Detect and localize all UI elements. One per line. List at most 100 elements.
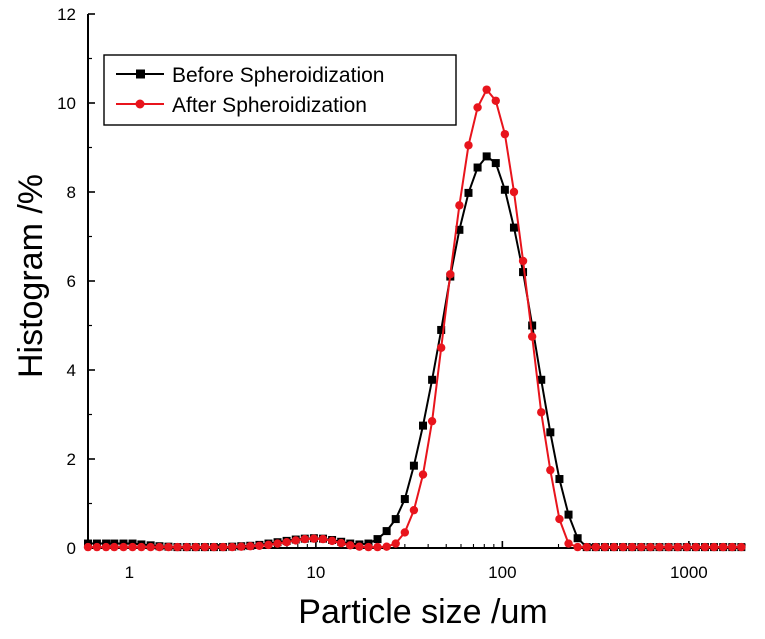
x-axis-title: Particle size /um	[298, 593, 547, 631]
data-point	[101, 542, 111, 552]
series-layer	[83, 85, 746, 552]
data-point	[546, 428, 555, 437]
legend-marker	[135, 99, 145, 109]
data-point	[437, 325, 446, 334]
data-point	[500, 129, 510, 139]
data-point	[255, 541, 264, 550]
data-point	[309, 534, 319, 543]
data-point	[119, 542, 128, 552]
x-tick-label: 1000	[670, 563, 708, 582]
data-point	[737, 542, 746, 552]
data-point	[83, 542, 93, 552]
data-point	[682, 542, 691, 552]
y-axis-title: Histogram /%	[12, 174, 50, 378]
data-point	[373, 535, 382, 544]
data-point	[464, 141, 473, 150]
data-point	[146, 542, 155, 552]
data-point	[618, 542, 628, 552]
data-point	[637, 542, 646, 552]
data-point	[191, 542, 200, 552]
legend-box	[103, 54, 457, 126]
data-point	[455, 225, 464, 234]
data-point	[491, 96, 500, 105]
data-point	[436, 343, 446, 352]
data-point	[427, 416, 437, 426]
data-point	[528, 321, 537, 330]
data-point	[582, 542, 591, 552]
data-point	[464, 188, 473, 197]
data-point	[700, 542, 710, 552]
x-tick-label: 1	[125, 563, 134, 582]
data-point	[391, 539, 400, 548]
y-tick-label: 8	[67, 183, 76, 202]
series-2	[83, 85, 746, 552]
data-point	[237, 542, 246, 551]
data-point	[555, 514, 564, 524]
legend-label: After Spheroidization	[172, 94, 367, 117]
data-point	[573, 534, 582, 543]
data-point	[291, 536, 300, 545]
data-point	[382, 527, 391, 536]
data-point	[555, 475, 564, 484]
y-tick-label: 10	[57, 94, 76, 113]
data-point	[164, 542, 173, 552]
data-point	[473, 103, 482, 112]
data-point	[573, 542, 582, 552]
data-point	[509, 223, 518, 232]
data-point	[728, 542, 737, 552]
data-point	[537, 375, 546, 384]
data-point	[327, 536, 337, 546]
data-point	[500, 185, 509, 194]
data-point	[400, 528, 410, 537]
data-point	[428, 375, 437, 384]
y-tick-label: 0	[67, 539, 76, 558]
data-point	[128, 542, 137, 552]
data-point	[482, 85, 491, 94]
data-point	[182, 542, 191, 552]
legend: Before Spheroidization After Spheroidizat…	[103, 54, 457, 126]
data-point	[364, 542, 373, 552]
data-point	[318, 534, 328, 544]
data-point	[137, 542, 146, 552]
data-point	[300, 534, 309, 544]
y-tick-label: 2	[67, 450, 76, 469]
data-point	[491, 159, 500, 168]
data-point	[228, 542, 237, 552]
data-point	[173, 542, 182, 552]
data-point	[564, 539, 573, 548]
data-point	[400, 495, 409, 504]
data-point	[646, 542, 655, 552]
data-point	[336, 538, 346, 548]
data-point	[155, 542, 164, 552]
data-point	[92, 542, 102, 552]
data-point	[664, 542, 673, 552]
data-point	[718, 542, 728, 552]
data-point	[591, 542, 601, 552]
data-point	[391, 515, 400, 524]
data-point	[355, 542, 364, 551]
y-tick-label: 6	[67, 272, 76, 291]
data-point	[110, 542, 119, 552]
legend-label: Before Spheroidization	[172, 64, 384, 87]
data-point	[273, 539, 282, 548]
data-point	[282, 538, 291, 547]
data-point	[537, 408, 546, 417]
data-point	[455, 201, 464, 210]
data-point	[346, 541, 355, 550]
data-point	[200, 542, 210, 552]
data-point	[519, 268, 528, 277]
data-point	[655, 542, 664, 552]
data-point	[246, 542, 255, 551]
data-point	[264, 540, 273, 550]
data-point	[473, 163, 482, 172]
data-point	[218, 542, 228, 552]
data-point	[628, 542, 637, 552]
data-point	[609, 542, 619, 552]
data-point	[509, 187, 519, 197]
data-point	[418, 470, 428, 479]
data-point	[546, 465, 555, 475]
data-point	[709, 542, 719, 552]
data-point	[673, 542, 682, 552]
data-point	[527, 332, 537, 341]
